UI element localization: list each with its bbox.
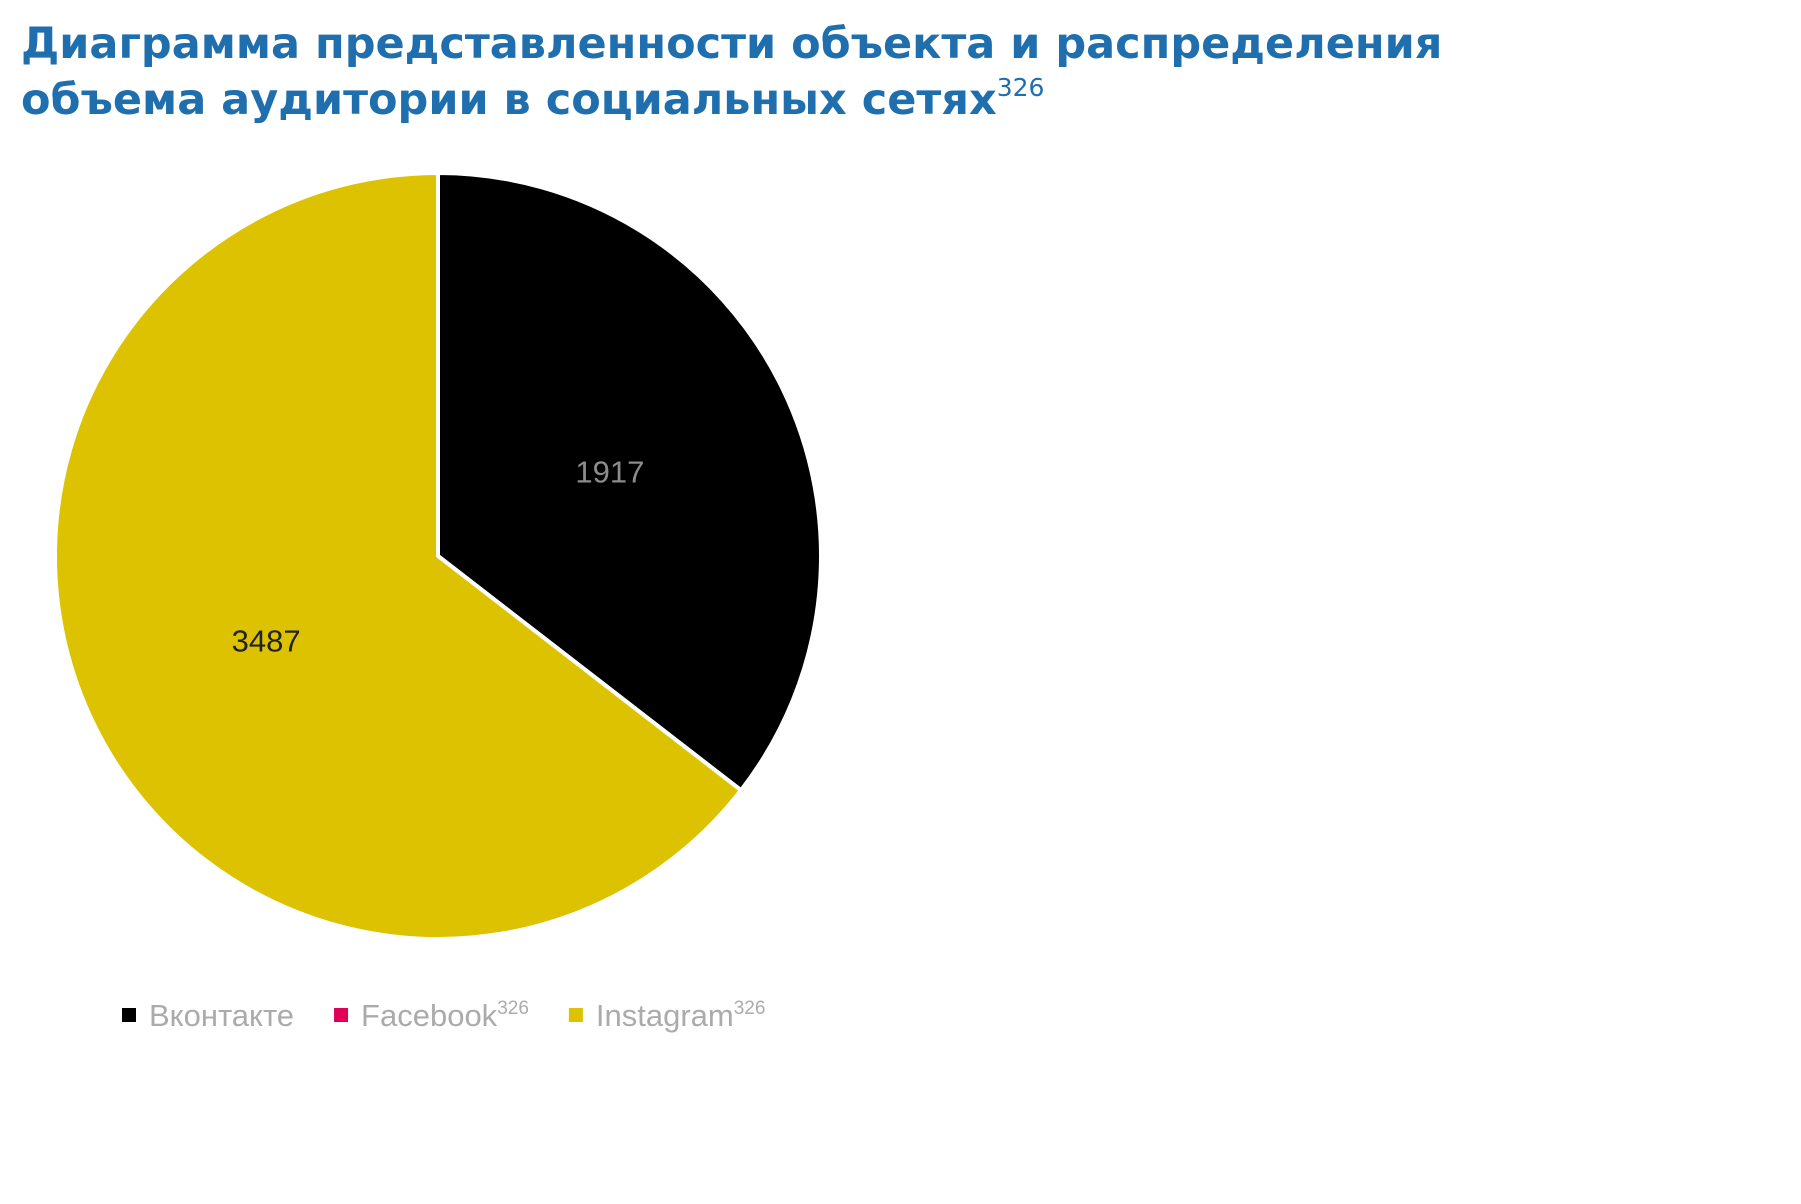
legend-footnote: 326	[734, 998, 766, 1019]
pie-slice	[436, 171, 823, 793]
legend-label: Facebook326	[361, 998, 529, 1033]
legend-text: Instagram	[596, 998, 734, 1033]
title-line: объема аудитории в социальных сетях	[21, 75, 997, 125]
value-label: 1917	[575, 455, 644, 490]
legend-text: Вконтакте	[149, 998, 294, 1033]
legend-swatch	[122, 1008, 136, 1022]
legend-swatch	[334, 1008, 349, 1022]
chart-title: объема аудитории в социальных сетях326	[21, 73, 1044, 125]
value-label: 3487	[232, 623, 301, 658]
legend-footnote: 326	[497, 998, 529, 1019]
legend-label: Вконтакте	[149, 998, 294, 1033]
legend-text: Facebook	[361, 998, 498, 1033]
title-footnote: 326	[997, 73, 1045, 102]
chart-title: Диаграмма представленности объекта и рас…	[21, 19, 1442, 69]
legend-label: Instagram326	[596, 998, 766, 1033]
pie-slice	[53, 171, 744, 941]
title-line: Диаграмма представленности объекта и рас…	[21, 19, 1442, 69]
legend-swatch	[568, 1008, 583, 1022]
